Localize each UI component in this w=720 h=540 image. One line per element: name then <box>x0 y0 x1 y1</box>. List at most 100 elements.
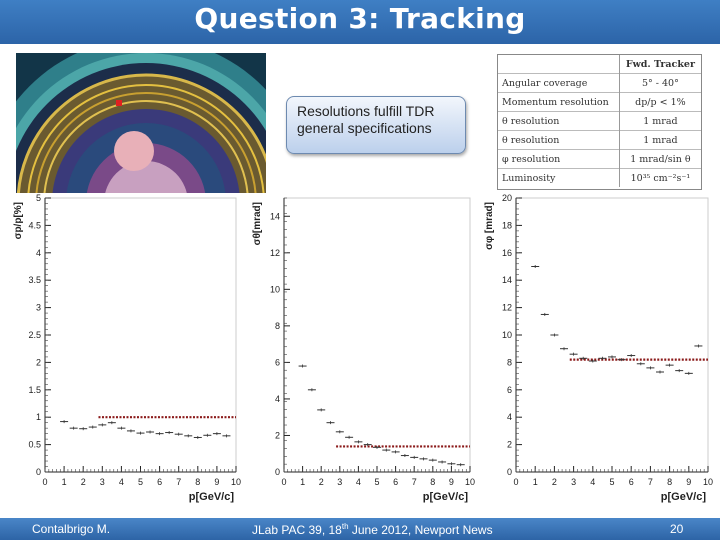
y-axis-label: σφ [mrad] <box>484 202 495 250</box>
specs-row: Luminosity 10³⁵ cm⁻²s⁻¹ <box>498 168 701 187</box>
specs-table: Fwd. Tracker Angular coverage 5° - 40° M… <box>497 54 702 190</box>
data-point <box>345 435 354 439</box>
x-tick-label: 5 <box>374 477 379 487</box>
x-tick-label: 4 <box>356 477 361 487</box>
data-point <box>136 431 145 435</box>
y-tick-label: 0 <box>36 467 41 477</box>
specs-row: θ resolution 1 mrad <box>498 111 701 131</box>
y-tick-label: 18 <box>502 220 512 230</box>
data-point <box>410 455 419 459</box>
y-tick-label: 12 <box>502 303 512 313</box>
x-tick-label: 8 <box>195 477 200 487</box>
x-axis-label: p[GeV/c] <box>661 491 707 503</box>
y-tick-label: 0.5 <box>28 440 41 450</box>
x-tick-label: 5 <box>609 477 614 487</box>
x-tick-label: 2 <box>552 477 557 487</box>
y-tick-label: 6 <box>507 385 512 395</box>
specs-value: 1 mrad <box>618 130 701 150</box>
y-tick-label: 2 <box>275 430 280 440</box>
data-point <box>165 431 174 435</box>
data-point <box>694 344 703 348</box>
x-tick-label: 3 <box>337 477 342 487</box>
specs-value: 1 mrad/sin θ <box>618 149 701 169</box>
plot-area <box>283 197 471 473</box>
x-tick-label: 1 <box>62 477 67 487</box>
data-point <box>117 426 126 430</box>
specs-header-value: Fwd. Tracker <box>618 55 701 74</box>
specs-value: 5° - 40° <box>618 73 701 93</box>
data-point <box>627 354 636 358</box>
data-point <box>428 458 437 462</box>
y-tick-label: 1.5 <box>28 385 41 395</box>
y-tick-label: 4.5 <box>28 220 41 230</box>
x-tick-label: 6 <box>629 477 634 487</box>
y-tick-label: 12 <box>270 248 280 258</box>
x-tick-label: 0 <box>281 477 286 487</box>
specs-label: Luminosity <box>498 168 620 187</box>
data-point <box>174 432 183 436</box>
data-point <box>617 358 626 362</box>
data-point <box>69 426 78 430</box>
specs-value: 10³⁵ cm⁻²s⁻¹ <box>618 168 701 187</box>
y-tick-label: 0 <box>507 467 512 477</box>
data-point <box>438 460 447 464</box>
footer-bar <box>0 518 720 540</box>
data-point <box>656 370 664 374</box>
data-point <box>382 448 391 452</box>
specs-row: Momentum resolution dp/p < 1% <box>498 92 701 112</box>
data-point <box>608 355 616 359</box>
specs-label: φ resolution <box>498 149 620 169</box>
data-point <box>222 434 231 438</box>
x-tick-label: 2 <box>81 477 86 487</box>
x-tick-label: 3 <box>100 477 105 487</box>
data-point <box>88 425 97 429</box>
y-tick-label: 3.5 <box>28 275 41 285</box>
data-point <box>447 462 456 466</box>
y-tick-label: 3 <box>36 303 41 313</box>
data-point <box>363 443 372 447</box>
data-point <box>588 359 597 363</box>
y-tick-label: 16 <box>502 248 512 258</box>
footer-author: Contalbrigo M. <box>32 522 111 536</box>
callout-box: Resolutions fulfill TDR general specific… <box>286 96 466 154</box>
footer-event: JLab PAC 39, 18th June 2012, Newport New… <box>252 522 493 537</box>
y-tick-label: 4 <box>275 394 280 404</box>
y-tick-label: 20 <box>502 193 512 203</box>
x-tick-label: 8 <box>667 477 672 487</box>
y-tick-label: 2.5 <box>28 330 41 340</box>
x-tick-label: 6 <box>393 477 398 487</box>
specs-label: Momentum resolution <box>498 92 620 112</box>
data-point <box>540 312 549 316</box>
plot-area <box>44 197 237 473</box>
y-tick-label: 10 <box>502 330 512 340</box>
data-point <box>400 454 409 458</box>
x-tick-label: 10 <box>703 477 713 487</box>
y-tick-label: 5 <box>36 193 41 203</box>
footer-event-sup: th <box>341 522 349 531</box>
specs-header-label <box>498 55 619 74</box>
y-tick-label: 14 <box>502 275 512 285</box>
x-tick-label: 8 <box>430 477 435 487</box>
data-point <box>335 430 344 434</box>
data-point <box>203 433 212 437</box>
specs-row: Angular coverage 5° - 40° <box>498 73 701 93</box>
data-point <box>212 432 221 436</box>
data-point <box>307 388 316 392</box>
x-tick-label: 9 <box>686 477 691 487</box>
specs-row: θ resolution 1 mrad <box>498 130 701 150</box>
data-point <box>684 371 693 375</box>
data-point <box>456 463 465 467</box>
specs-value: 1 mrad <box>618 111 701 131</box>
data-point <box>193 435 202 439</box>
x-axis-label: p[GeV/c] <box>189 491 235 503</box>
data-point <box>665 363 674 367</box>
data-point <box>579 356 588 360</box>
y-axis-label: σθ[mrad] <box>252 202 263 245</box>
footer-event-suffix: June 2012, Newport News <box>348 523 493 537</box>
data-point <box>317 408 326 412</box>
x-tick-label: 5 <box>138 477 143 487</box>
data-point <box>184 434 193 438</box>
data-point <box>569 352 578 356</box>
data-point <box>126 429 135 433</box>
x-tick-label: 7 <box>412 477 417 487</box>
